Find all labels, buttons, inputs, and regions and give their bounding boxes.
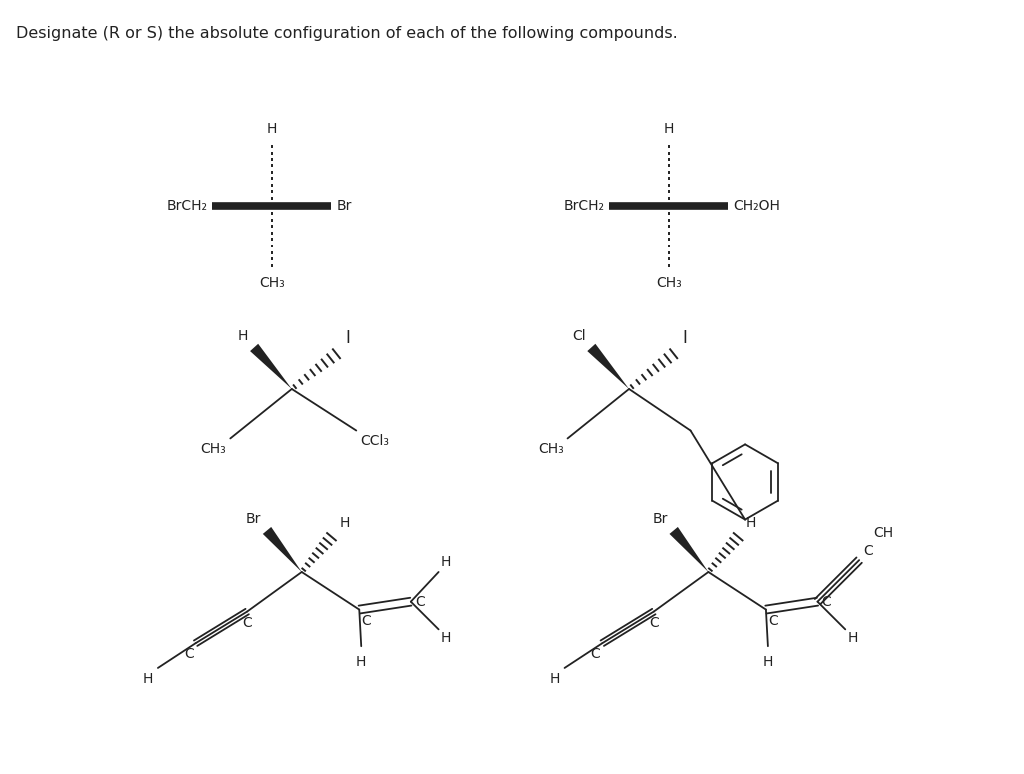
Text: C: C: [591, 647, 600, 661]
Text: H: H: [746, 516, 757, 530]
Text: CH₃: CH₃: [538, 443, 563, 457]
Text: Br: Br: [652, 512, 668, 526]
Text: H: H: [267, 122, 278, 135]
Text: C: C: [415, 594, 425, 608]
Text: H: H: [339, 516, 350, 530]
Text: CH₃: CH₃: [259, 276, 285, 290]
Text: CH₃: CH₃: [655, 276, 682, 290]
Text: H: H: [549, 672, 559, 686]
Polygon shape: [263, 527, 302, 572]
Text: H: H: [440, 632, 451, 646]
Text: C: C: [184, 647, 194, 661]
Text: C: C: [863, 544, 872, 558]
Text: Br: Br: [246, 512, 261, 526]
Text: H: H: [238, 330, 248, 344]
Text: Cl: Cl: [571, 330, 586, 344]
Text: C: C: [361, 614, 371, 628]
Text: Designate (R or S) the absolute configuration of each of the following compounds: Designate (R or S) the absolute configur…: [16, 26, 678, 41]
Text: H: H: [356, 655, 367, 669]
Text: Br: Br: [337, 199, 352, 213]
Text: BrCH₂: BrCH₂: [563, 199, 604, 213]
Text: I: I: [683, 330, 687, 348]
Text: CH: CH: [873, 526, 893, 540]
Text: BrCH₂: BrCH₂: [167, 199, 208, 213]
Polygon shape: [250, 344, 292, 389]
Text: H: H: [440, 555, 451, 569]
Text: H: H: [664, 122, 674, 135]
Polygon shape: [670, 527, 709, 572]
Text: CCl₃: CCl₃: [360, 434, 389, 448]
Text: H: H: [847, 632, 858, 646]
Text: C: C: [649, 615, 658, 629]
Text: CH₃: CH₃: [201, 443, 226, 457]
Text: CH₂OH: CH₂OH: [733, 199, 780, 213]
Polygon shape: [588, 344, 629, 389]
Text: I: I: [345, 330, 350, 348]
Text: H: H: [763, 655, 773, 669]
Text: C: C: [821, 594, 831, 608]
Text: C: C: [768, 614, 777, 628]
Text: C: C: [243, 615, 252, 629]
Text: H: H: [142, 672, 153, 686]
